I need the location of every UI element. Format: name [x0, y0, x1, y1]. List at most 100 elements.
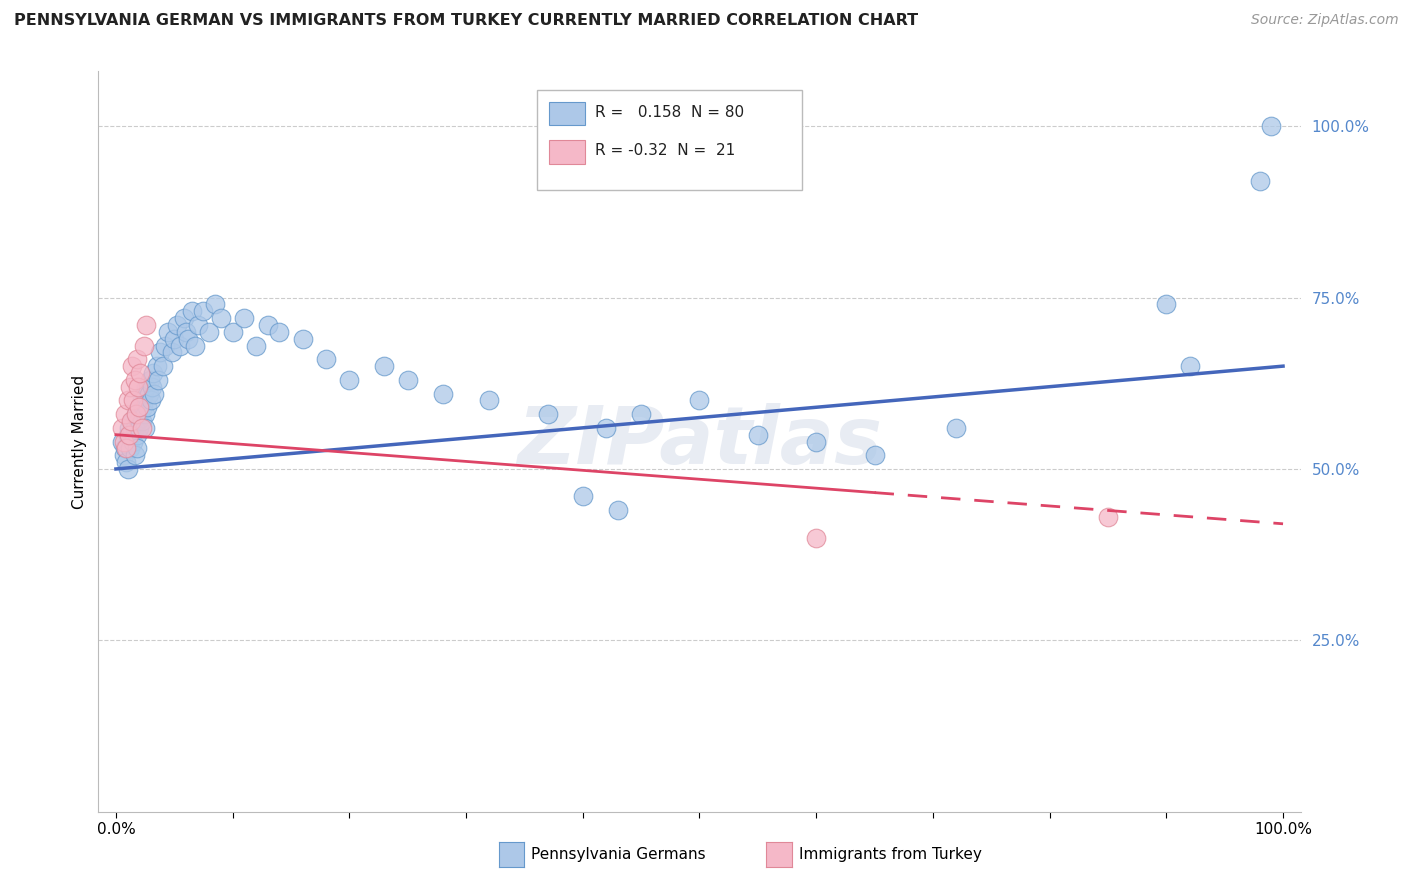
- Point: [1249, 174, 1271, 188]
- Point: [127, 380, 149, 394]
- Point: [157, 325, 180, 339]
- Point: [125, 407, 148, 421]
- Point: [233, 311, 256, 326]
- Point: [373, 359, 395, 373]
- Point: [122, 393, 145, 408]
- Point: [135, 318, 157, 332]
- Point: [120, 414, 142, 428]
- Bar: [550, 140, 585, 164]
- Point: [121, 414, 143, 428]
- Point: [129, 366, 152, 380]
- Point: [118, 421, 141, 435]
- Point: [146, 359, 169, 373]
- Point: [125, 352, 148, 367]
- Point: [135, 380, 157, 394]
- Point: [117, 393, 139, 408]
- Point: [139, 393, 162, 408]
- Point: [180, 304, 202, 318]
- Point: [134, 407, 156, 421]
- Point: [432, 386, 454, 401]
- Point: [131, 414, 153, 428]
- Point: [114, 442, 136, 456]
- Point: [132, 338, 155, 352]
- Point: [118, 380, 141, 394]
- Point: [124, 421, 146, 435]
- Point: [112, 434, 135, 449]
- Point: [291, 332, 314, 346]
- Point: [117, 427, 139, 442]
- Point: [747, 427, 769, 442]
- Point: [146, 373, 169, 387]
- Point: [256, 318, 278, 332]
- Point: [132, 386, 155, 401]
- Point: [143, 386, 166, 401]
- Point: [125, 427, 148, 442]
- Text: Immigrants from Turkey: Immigrants from Turkey: [799, 847, 981, 862]
- Point: [863, 448, 886, 462]
- Point: [221, 325, 243, 339]
- Point: [269, 325, 291, 339]
- Point: [117, 462, 139, 476]
- Point: [128, 401, 150, 415]
- Text: Source: ZipAtlas.com: Source: ZipAtlas.com: [1251, 13, 1399, 28]
- Point: [132, 401, 155, 415]
- Point: [606, 503, 628, 517]
- Point: [396, 373, 419, 387]
- Point: [1156, 297, 1178, 311]
- Point: [129, 407, 152, 421]
- Text: R = -0.32  N =  21: R = -0.32 N = 21: [595, 143, 735, 158]
- Point: [595, 421, 617, 435]
- Point: [127, 414, 149, 428]
- Text: PENNSYLVANIA GERMAN VS IMMIGRANTS FROM TURKEY CURRENTLY MARRIED CORRELATION CHAR: PENNSYLVANIA GERMAN VS IMMIGRANTS FROM T…: [14, 13, 918, 29]
- Point: [245, 338, 267, 352]
- Y-axis label: Currently Married: Currently Married: [72, 375, 87, 508]
- Point: [204, 297, 226, 311]
- Point: [806, 434, 828, 449]
- Text: ZIPatlas: ZIPatlas: [517, 402, 882, 481]
- Point: [128, 401, 150, 415]
- Point: [173, 311, 195, 326]
- Point: [198, 325, 221, 339]
- Point: [112, 448, 135, 462]
- Point: [945, 421, 967, 435]
- Point: [152, 359, 174, 373]
- Point: [571, 489, 593, 503]
- Point: [1097, 510, 1119, 524]
- Point: [163, 332, 186, 346]
- Point: [125, 442, 148, 456]
- Point: [1178, 359, 1201, 373]
- Point: [111, 421, 134, 435]
- Point: [160, 345, 183, 359]
- Point: [141, 380, 163, 394]
- Point: [806, 531, 828, 545]
- Point: [193, 304, 215, 318]
- Point: [537, 407, 560, 421]
- Point: [209, 311, 232, 326]
- Text: Pennsylvania Germans: Pennsylvania Germans: [531, 847, 706, 862]
- Point: [177, 332, 200, 346]
- Point: [118, 442, 141, 456]
- Point: [136, 401, 159, 415]
- Point: [131, 421, 153, 435]
- Text: R =   0.158  N = 80: R = 0.158 N = 80: [595, 104, 744, 120]
- Point: [630, 407, 652, 421]
- Point: [134, 421, 156, 435]
- Point: [124, 448, 146, 462]
- Point: [118, 427, 141, 442]
- Point: [120, 427, 142, 442]
- Point: [114, 407, 136, 421]
- Point: [138, 386, 160, 401]
- Point: [153, 338, 176, 352]
- Point: [169, 338, 191, 352]
- Point: [121, 359, 143, 373]
- Point: [337, 373, 360, 387]
- Point: [689, 393, 711, 408]
- Point: [174, 325, 197, 339]
- Point: [139, 373, 162, 387]
- Point: [1260, 119, 1282, 133]
- Point: [142, 366, 165, 380]
- Point: [125, 407, 148, 421]
- FancyBboxPatch shape: [537, 90, 801, 190]
- Point: [131, 393, 153, 408]
- Point: [111, 434, 134, 449]
